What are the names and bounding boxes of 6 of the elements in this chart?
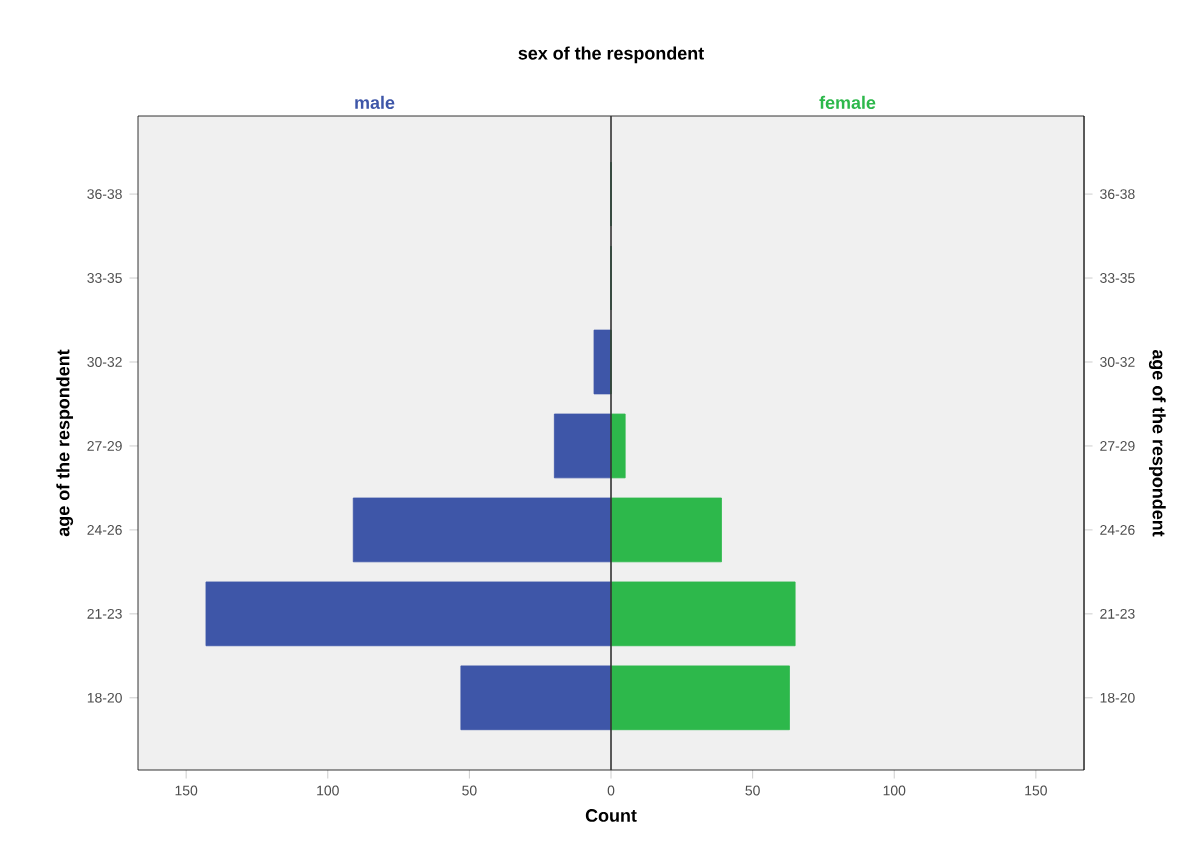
y-axis-title: age of the respondent (56, 349, 74, 537)
text: female (819, 95, 876, 109)
y2-axis-title: age of the respondent (1148, 349, 1166, 537)
x-axis-title: Count (585, 809, 637, 822)
chart-title: sex of the respondent (518, 46, 704, 64)
text: male (355, 95, 395, 109)
